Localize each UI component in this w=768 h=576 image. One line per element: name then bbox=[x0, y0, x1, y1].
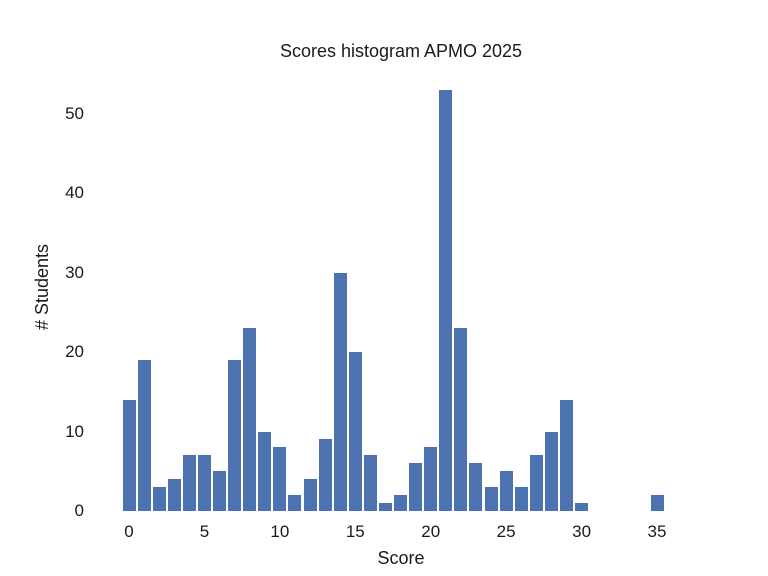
bar-score-20 bbox=[424, 447, 438, 511]
bar-score-27 bbox=[529, 455, 543, 511]
bar-score-26 bbox=[514, 487, 528, 511]
x-tick-label-5: 5 bbox=[199, 522, 210, 541]
y-tick-label-50: 50 bbox=[65, 103, 84, 123]
bar-score-11 bbox=[288, 495, 302, 511]
x-tick-label-15: 15 bbox=[345, 522, 365, 541]
plot-area bbox=[96, 69, 691, 512]
bar-score-17 bbox=[378, 503, 392, 511]
x-axis-label: Score bbox=[377, 548, 425, 568]
bar-score-2 bbox=[152, 487, 166, 511]
bar-score-6 bbox=[213, 471, 227, 511]
x-tick-label-20: 20 bbox=[421, 522, 441, 541]
y-tick-label-20: 20 bbox=[65, 342, 84, 361]
bar-score-8 bbox=[243, 328, 257, 511]
bar-score-21 bbox=[439, 89, 453, 511]
bar-score-1 bbox=[137, 359, 151, 511]
x-tick-label-30: 30 bbox=[572, 522, 592, 541]
x-tick-label-25: 25 bbox=[496, 522, 516, 541]
bar-score-4 bbox=[182, 455, 196, 511]
bar-score-14 bbox=[333, 272, 347, 511]
bar-score-10 bbox=[273, 447, 287, 511]
bar-score-3 bbox=[167, 479, 181, 511]
y-tick-label-0: 0 bbox=[74, 501, 84, 520]
chart-title: Scores histogram APMO 2025 bbox=[279, 41, 523, 61]
bar-score-7 bbox=[228, 359, 242, 511]
bar-score-16 bbox=[363, 455, 377, 511]
bar-score-18 bbox=[394, 495, 408, 511]
bar-score-13 bbox=[318, 439, 332, 511]
bar-score-23 bbox=[469, 463, 483, 511]
y-tick-label-40: 40 bbox=[65, 183, 84, 202]
y-tick-label-30: 30 bbox=[65, 262, 84, 282]
y-axis-label: # Students bbox=[32, 243, 52, 331]
bar-score-15 bbox=[348, 352, 362, 511]
bar-score-12 bbox=[303, 479, 317, 511]
x-tick-label-35: 35 bbox=[647, 522, 667, 541]
bar-score-29 bbox=[559, 399, 573, 511]
bar-score-22 bbox=[454, 328, 468, 511]
bar-score-5 bbox=[197, 455, 211, 511]
bar-score-24 bbox=[484, 487, 498, 511]
y-tick-label-10: 10 bbox=[65, 421, 84, 441]
x-tick-label-0: 0 bbox=[124, 522, 134, 541]
bar-score-30 bbox=[575, 503, 589, 511]
bar-score-19 bbox=[409, 463, 423, 511]
bar-score-28 bbox=[544, 431, 558, 511]
x-tick-label-10: 10 bbox=[270, 522, 290, 541]
bar-score-9 bbox=[258, 431, 272, 511]
bar-score-35 bbox=[650, 495, 664, 511]
bar-score-25 bbox=[499, 471, 513, 511]
bar-score-0 bbox=[122, 399, 136, 511]
